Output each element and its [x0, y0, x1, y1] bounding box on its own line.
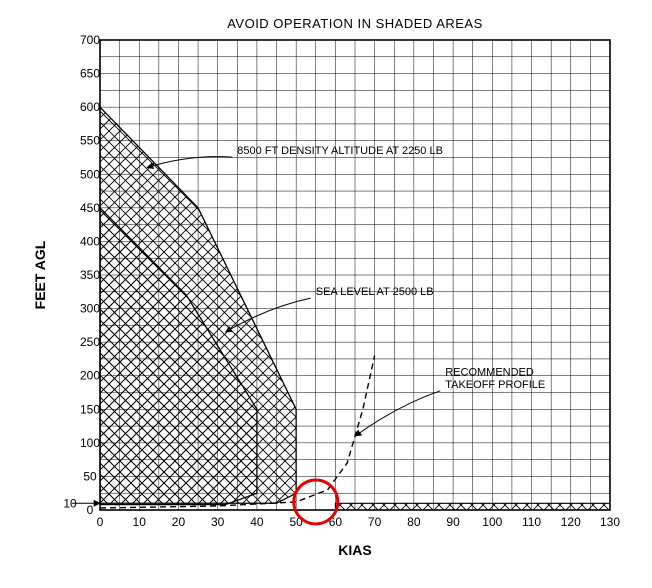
y-axis-label: FEET AGL: [32, 240, 48, 309]
chart-svg: AVOID OPERATION IN SHADED AREAS 0 10 20 30 40…: [10, 10, 642, 578]
label-8500: 8500 FT DENSITY ALTITUDE AT 2250 LB: [237, 145, 443, 157]
label-sealevel: SEA LEVEL AT 2500 LB: [316, 286, 434, 298]
ytick-label: 450: [80, 201, 100, 215]
xtick-label: 30: [211, 515, 225, 529]
region-lowband: [335, 503, 610, 510]
ytick-label: 550: [80, 134, 100, 148]
xtick-label: 130: [600, 515, 620, 529]
ytick-label: 400: [80, 234, 100, 248]
ytick-label: 150: [80, 402, 100, 416]
ytick-label: 650: [80, 67, 100, 81]
ytick-label: 250: [80, 335, 100, 349]
xtick-label: 110: [522, 515, 541, 529]
ytick-label: 50: [83, 469, 97, 483]
ytick-label: 300: [80, 302, 100, 316]
xtick-label: 20: [172, 515, 186, 529]
xtick-label: 100: [482, 515, 502, 529]
leader-profile: [355, 391, 440, 436]
label-profile-2: TAKEOFF PROFILE: [445, 379, 545, 391]
xtick-label: 80: [407, 515, 421, 529]
label-10: 10: [63, 496, 77, 510]
xtick-label: 120: [561, 515, 581, 529]
label-profile-1: RECOMMENDED: [445, 367, 534, 379]
ytick-label: 0: [87, 503, 94, 517]
ytick-label: 350: [80, 268, 100, 282]
x-axis-label: KIAS: [338, 542, 371, 558]
leader-8500: [147, 157, 232, 168]
xtick-label: 90: [446, 515, 460, 529]
ytick-label: 200: [80, 369, 100, 383]
hv-diagram: AVOID OPERATION IN SHADED AREAS 0 10 20 30 40…: [10, 10, 642, 578]
ytick-label: 100: [80, 436, 100, 450]
ytick-label: 600: [80, 100, 100, 114]
xtick-label: 70: [368, 515, 382, 529]
ytick-label: 700: [80, 33, 100, 47]
xtick-label: 0: [97, 515, 104, 529]
ytick-label: 500: [80, 167, 100, 181]
chart-title: AVOID OPERATION IN SHADED AREAS: [227, 16, 483, 31]
xtick-label: 40: [250, 515, 264, 529]
xtick-label: 10: [133, 515, 147, 529]
